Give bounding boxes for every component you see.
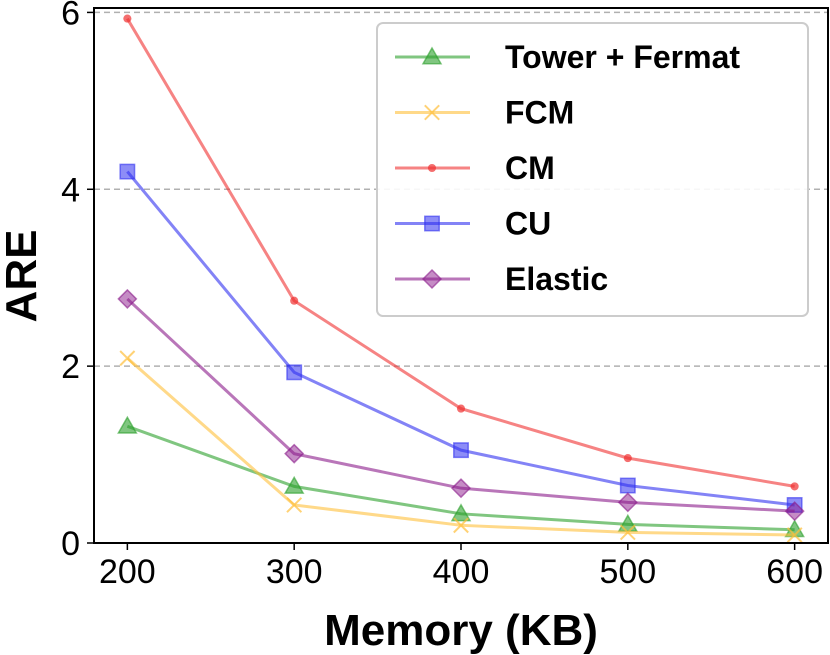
data-point [119, 163, 136, 180]
data-point [286, 364, 303, 381]
legend-marker [427, 163, 437, 173]
data-point [453, 442, 469, 459]
legend-box [376, 22, 809, 317]
data-point [450, 478, 472, 499]
legend-marker [421, 268, 443, 290]
series-group [117, 14, 805, 543]
data-point [786, 527, 803, 543]
data-point [619, 477, 636, 494]
series-fcm [119, 350, 803, 543]
x-tick-label: 600 [766, 553, 823, 591]
legend-item: Tower + Fermat [395, 39, 740, 75]
data-point [450, 503, 472, 522]
y-tick-label: 4 [61, 171, 80, 209]
x-tick-label: 300 [266, 553, 323, 591]
series-tower-fermat [117, 415, 805, 538]
data-point [456, 404, 466, 413]
data-point [790, 482, 799, 491]
legend-label: Elastic [505, 261, 608, 297]
legend-label: CU [505, 206, 551, 242]
legend-marker [421, 46, 443, 65]
y-tick-label: 2 [61, 348, 80, 386]
x-tick-label: 500 [599, 553, 656, 591]
legend-marker [424, 104, 440, 121]
legend-marker [424, 215, 440, 232]
legend-label: FCM [505, 95, 574, 131]
data-point [623, 454, 632, 463]
data-point [290, 296, 299, 305]
data-point [784, 519, 805, 538]
data-point [453, 517, 469, 534]
series-elastic [117, 288, 805, 522]
data-point [117, 288, 138, 309]
legend-item: FCM [395, 95, 574, 131]
y-axis-title: ARE [0, 230, 46, 323]
data-point [286, 497, 303, 513]
legend: Tower + Fermat FCM CM CU Elastic [376, 22, 809, 317]
data-point [119, 350, 136, 367]
x-axis-title: Memory (KB) [324, 606, 598, 655]
series-cm [123, 14, 799, 491]
x-tick-label: 400 [433, 553, 490, 591]
legend-item: CM [395, 150, 555, 186]
legend-label: CM [505, 150, 555, 186]
data-point [784, 501, 805, 522]
legend-label: Tower + Fermat [505, 39, 740, 75]
legend-item: CU [395, 206, 551, 242]
data-point [617, 492, 638, 513]
data-point [284, 443, 305, 464]
data-point [283, 475, 305, 494]
y-tick-label: 6 [61, 0, 80, 32]
data-point [123, 14, 132, 23]
y-tick-label: 0 [61, 525, 80, 563]
data-point [619, 524, 636, 541]
axis-ticks: 200 300 400 500 600 0 2 4 6 [61, 0, 823, 591]
x-tick-label: 200 [99, 553, 156, 591]
legend-item: Elastic [395, 261, 608, 297]
data-point [117, 415, 138, 434]
